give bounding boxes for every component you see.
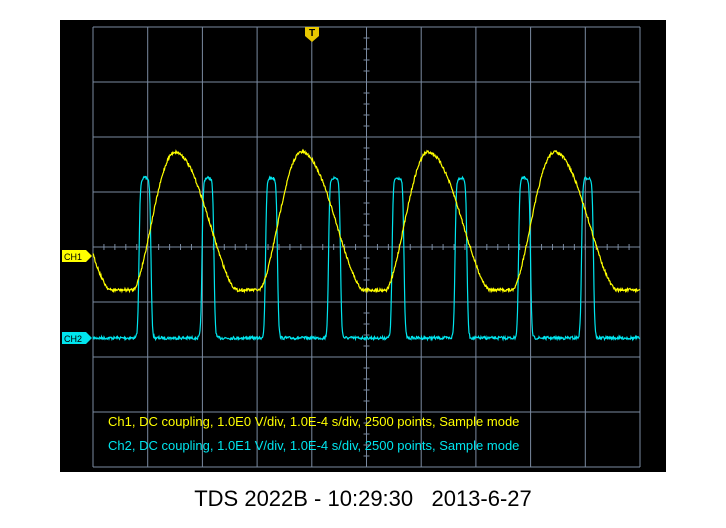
trigger-label: T bbox=[309, 28, 315, 39]
display bbox=[60, 20, 666, 472]
ch2-trace bbox=[92, 175, 641, 342]
traces bbox=[92, 148, 641, 342]
ch1-label: CH1 bbox=[64, 252, 82, 262]
ch1-trace bbox=[92, 148, 641, 294]
caption: TDS 2022B - 10:29:30 2013-6-27 bbox=[194, 486, 532, 511]
ch2-marker bbox=[62, 332, 92, 344]
trigger-marker bbox=[305, 27, 319, 42]
ch1-marker bbox=[62, 250, 92, 262]
ch2-info: Ch2, DC coupling, 1.0E1 V/div, 1.0E-4 s/… bbox=[108, 438, 519, 453]
graticule bbox=[92, 26, 641, 468]
ch2-label: CH2 bbox=[64, 334, 82, 344]
ch1-info: Ch1, DC coupling, 1.0E0 V/div, 1.0E-4 s/… bbox=[108, 414, 519, 429]
